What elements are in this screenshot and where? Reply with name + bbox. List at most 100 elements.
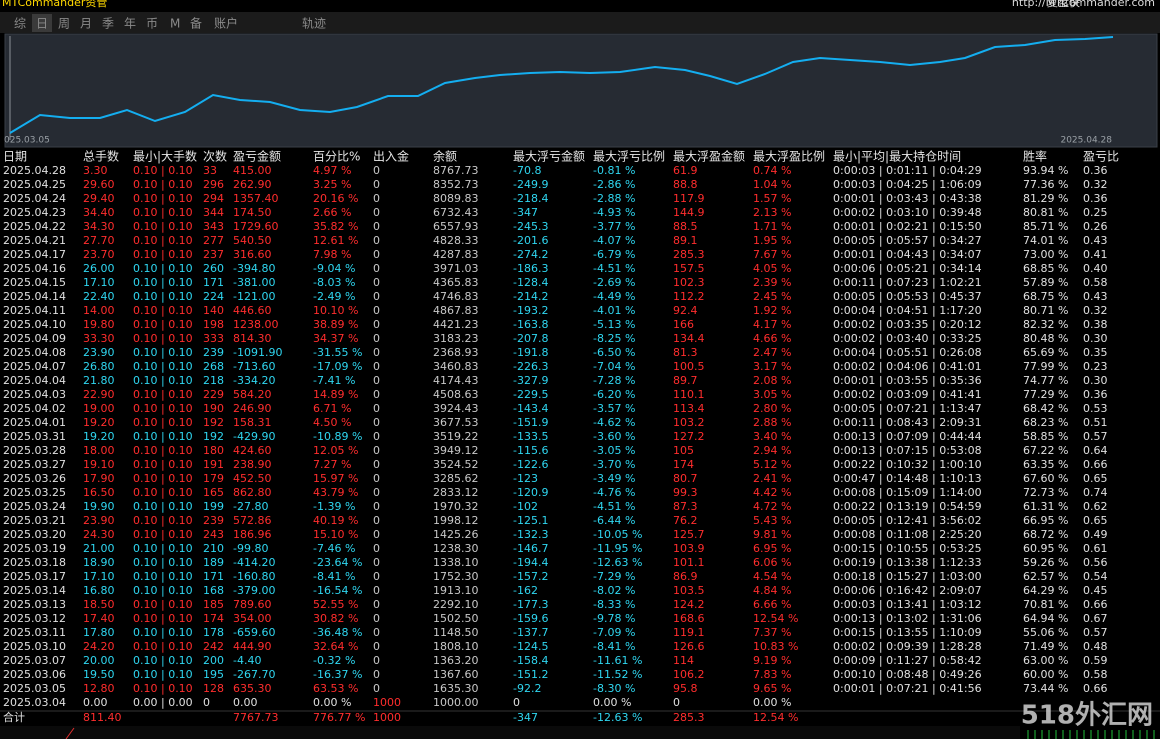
cell: 0.26	[1083, 220, 1108, 233]
cell: -7.09 %	[593, 626, 635, 639]
total-cell: -347	[513, 711, 538, 724]
cell: 68.42 %	[1023, 402, 1068, 415]
tab[interactable]: 综	[14, 17, 26, 31]
tab[interactable]: 年	[124, 17, 136, 31]
cell: 22.90	[83, 388, 115, 401]
cell: 2025.03.14	[3, 584, 66, 597]
cell: -8.41 %	[313, 570, 355, 583]
tab[interactable]: 币	[146, 17, 158, 31]
cell: 1000.00	[433, 696, 479, 709]
cell: 85.71 %	[1023, 220, 1068, 233]
cell: -249.9	[513, 178, 548, 191]
cell: 5.43 %	[753, 514, 791, 527]
cell: 0:00:15 | 0:13:55 | 1:10:09	[833, 626, 982, 639]
cell: 1338.10	[433, 556, 479, 569]
cell: 1752.30	[433, 570, 479, 583]
cell: 23.90	[83, 514, 115, 527]
cell: 4.50 %	[313, 416, 351, 429]
cell: 584.20	[233, 388, 272, 401]
tab[interactable]: 备	[190, 17, 202, 31]
cell: 19.00	[83, 402, 115, 415]
cell: 1998.12	[433, 514, 479, 527]
cell: 239	[203, 514, 224, 527]
cell: 296	[203, 178, 224, 191]
cell: 35.82 %	[313, 220, 358, 233]
cell: 29.40	[83, 192, 115, 205]
cell: 106.2	[673, 668, 705, 681]
cell: 6732.43	[433, 206, 479, 219]
cell: 0	[373, 486, 380, 499]
cell: -125.1	[513, 514, 548, 527]
tab[interactable]: 账户	[214, 16, 238, 31]
cell: 0	[373, 654, 380, 667]
tab[interactable]: 日	[36, 17, 48, 31]
cell: 2025.04.17	[3, 248, 66, 261]
cell: 0.62	[1083, 500, 1108, 513]
cell: -16.54 %	[313, 584, 362, 597]
cell: 128	[203, 682, 224, 695]
cell: 572.86	[233, 514, 272, 527]
cell: 3.40 %	[753, 430, 791, 443]
cell: 344	[203, 206, 224, 219]
cell: 15.97 %	[313, 472, 358, 485]
cell: 2.13 %	[753, 206, 791, 219]
cell: 862.80	[233, 486, 272, 499]
cell: 61.9	[673, 164, 698, 177]
cell: 3.30	[83, 164, 108, 177]
cell: 7.27 %	[313, 458, 351, 471]
cell: 239	[203, 346, 224, 359]
cell: 0:00:01 | 0:03:43 | 0:43:38	[833, 192, 982, 205]
cell: 158.31	[233, 416, 272, 429]
tab[interactable]: 季	[102, 17, 114, 31]
tab[interactable]: 月	[80, 17, 92, 31]
cell: 0	[373, 374, 380, 387]
tab[interactable]: 轨迹	[302, 17, 326, 31]
cell: -7.29 %	[593, 570, 635, 583]
cell: -12.63 %	[593, 556, 642, 569]
cell: -137.7	[513, 626, 548, 639]
cell: -6.44 %	[593, 514, 635, 527]
cell: 0	[373, 542, 380, 555]
cell: 2025.04.04	[3, 374, 66, 387]
cell: -327.9	[513, 374, 548, 387]
cell: 242	[203, 640, 224, 653]
cell: 6.66 %	[753, 598, 791, 611]
cell: 112.2	[673, 290, 705, 303]
cell: 80.81 %	[1023, 206, 1068, 219]
cell: 2025.03.11	[3, 626, 66, 639]
cell: 0.10 | 0.10	[133, 626, 193, 639]
tab[interactable]: 周	[58, 17, 70, 31]
cell: 113.4	[673, 402, 705, 415]
cell: 171	[203, 570, 224, 583]
cell: 1425.26	[433, 528, 479, 541]
cell: 4.05 %	[753, 262, 791, 275]
cell: 210	[203, 542, 224, 555]
cell: 166	[673, 318, 694, 331]
cell: 103.5	[673, 584, 705, 597]
cell: 125.7	[673, 528, 705, 541]
cell: -214.2	[513, 290, 548, 303]
cell: 2025.04.28	[3, 164, 66, 177]
cell: -2.86 %	[593, 178, 635, 191]
cell: -194.4	[513, 556, 548, 569]
cell: 3.17 %	[753, 360, 791, 373]
cell: 8352.73	[433, 178, 479, 191]
cell: 2025.04.15	[3, 276, 66, 289]
cell: 2025.04.21	[3, 234, 66, 247]
cell: 1808.10	[433, 640, 479, 653]
cell: 0.10 | 0.10	[133, 164, 193, 177]
cell: 6.06 %	[753, 556, 791, 569]
curve-start-date: 025.03.05	[4, 136, 50, 146]
cell: 1970.32	[433, 500, 479, 513]
cell: 33.30	[83, 332, 115, 345]
cell: -7.28 %	[593, 374, 635, 387]
cell: 0	[373, 500, 380, 513]
cell: -143.4	[513, 402, 548, 415]
url[interactable]: http://MTCommander.com	[1012, 0, 1155, 9]
cell: 0.38	[1083, 318, 1108, 331]
cell: 38.89 %	[313, 318, 358, 331]
cell: -8.30 %	[593, 682, 635, 695]
cell: 4828.33	[433, 234, 479, 247]
tab[interactable]: M	[170, 17, 180, 31]
